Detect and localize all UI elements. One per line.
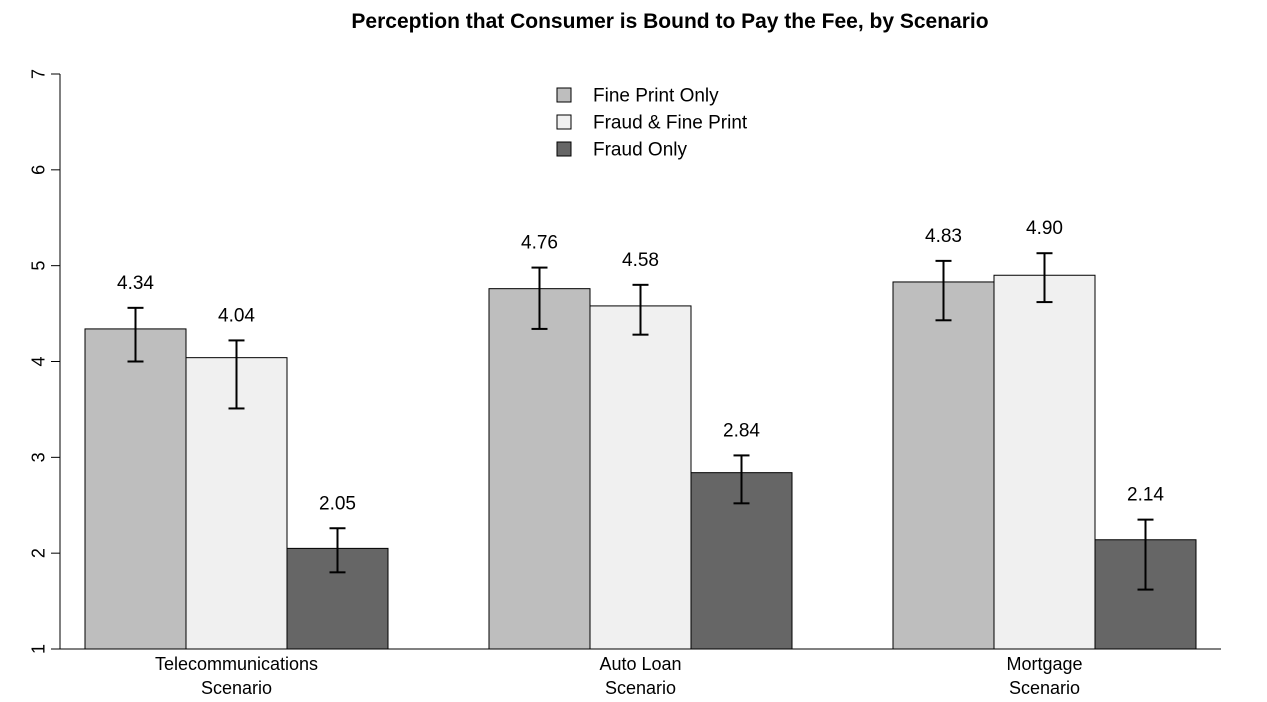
legend-label: Fraud & Fine Print: [593, 113, 748, 134]
y-tick-label: 3: [28, 452, 48, 462]
x-category-label: Mortgage Scenario: [1006, 654, 1082, 698]
y-tick-label: 5: [28, 261, 48, 271]
bar-group: [84, 274, 1197, 650]
error-bar-group: [127, 252, 1154, 591]
legend-swatch: [556, 87, 572, 103]
legend-swatch: [556, 141, 572, 157]
value-label: 2.05: [319, 493, 356, 514]
legend-label: Fine Print Only: [593, 86, 719, 107]
value-label: 4.58: [622, 250, 659, 271]
y-tick-label: 7: [28, 69, 48, 79]
legend-label: Fraud Only: [593, 140, 687, 161]
bar: [993, 274, 1096, 650]
legend-swatch: [556, 114, 572, 130]
x-category-label-line: Scenario: [605, 678, 676, 698]
y-tick-label: 1: [28, 644, 48, 654]
x-category-label-line: Scenario: [1009, 678, 1080, 698]
value-label: 4.83: [925, 226, 962, 247]
legend: Fine Print Only Fraud & Fine Print Fraud O…: [556, 86, 748, 161]
chart-title: Perception that Consumer is Bound to Pay…: [351, 10, 988, 33]
bar: [892, 281, 995, 650]
x-category-label-line: Auto Loan: [599, 654, 681, 674]
y-axis: 1 2 3 4 5 6 7: [28, 69, 61, 654]
value-label-group: 4.34 4.04 2.05 4.76 4.58 2.84 4.83 4.90 2.14: [117, 218, 1164, 514]
x-category-label: Telecommunications Scenario: [155, 654, 318, 698]
value-label: 4.34: [117, 273, 154, 294]
value-label: 4.04: [218, 305, 255, 326]
value-label: 2.84: [723, 420, 760, 441]
bar: [84, 328, 187, 650]
x-axis: Telecommunications Scenario Auto Loan Scena…: [60, 648, 1221, 698]
x-category-label: Auto Loan Scenario: [599, 654, 681, 698]
value-label: 4.76: [521, 233, 558, 254]
x-category-label-line: Mortgage: [1006, 654, 1082, 674]
y-tick-label: 6: [28, 165, 48, 175]
y-tick-label: 2: [28, 548, 48, 558]
bar: [589, 305, 692, 650]
bar: [488, 288, 591, 650]
value-label: 4.90: [1026, 218, 1063, 239]
y-tick-label: 4: [28, 356, 48, 366]
x-category-label-line: Scenario: [201, 678, 272, 698]
value-label: 2.14: [1127, 485, 1164, 506]
x-category-label-line: Telecommunications: [155, 654, 318, 674]
